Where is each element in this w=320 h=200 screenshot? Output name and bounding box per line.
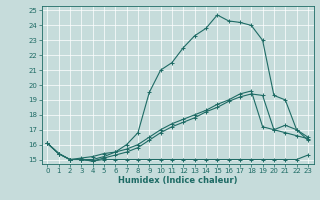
X-axis label: Humidex (Indice chaleur): Humidex (Indice chaleur)	[118, 176, 237, 185]
